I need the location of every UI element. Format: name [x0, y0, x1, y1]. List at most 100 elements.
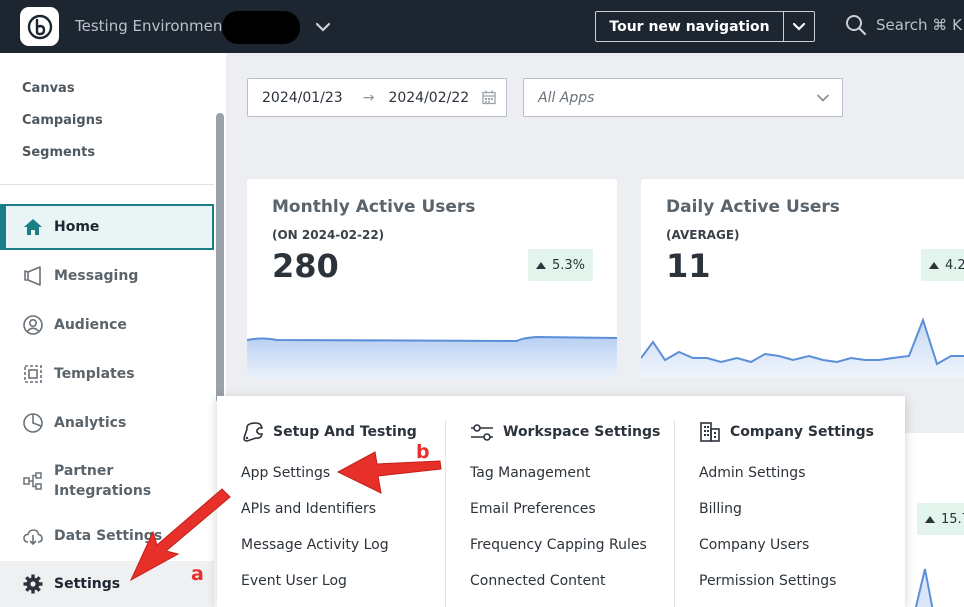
search-label: Search ⌘ K — [876, 16, 962, 34]
dau-sparkline — [641, 316, 964, 378]
cloud-icon — [22, 525, 44, 547]
chevron-down-icon[interactable] — [313, 17, 333, 37]
sidebar-divider — [0, 184, 214, 185]
email-preferences-link[interactable]: Email Preferences — [470, 501, 596, 517]
search-button[interactable]: Search ⌘ K — [845, 14, 962, 36]
column-divider — [445, 420, 446, 607]
sidebar-link-segments[interactable]: Segments — [22, 145, 96, 160]
arrow-right-icon: → — [362, 89, 375, 106]
search-icon — [846, 15, 867, 36]
trend-up-icon — [929, 261, 939, 269]
date-range-picker[interactable]: 2024/01/23 → 2024/02/22 — [247, 78, 507, 117]
sidebar-item-data-settings[interactable]: Data Settings — [0, 513, 214, 559]
sliders-icon — [470, 421, 494, 443]
brand-logo[interactable] — [20, 7, 59, 46]
sidebar-item-label: Audience — [54, 317, 127, 333]
annotation-label-a: a — [191, 563, 204, 585]
home-icon — [22, 216, 44, 238]
card-subtitle: (ON 2024-02-22) — [272, 228, 385, 242]
sidebar-link-campaigns[interactable]: Campaigns — [22, 113, 103, 128]
megaphone-icon — [22, 265, 44, 287]
wrench-icon — [242, 421, 264, 443]
admin-settings-link[interactable]: Admin Settings — [699, 465, 806, 481]
card-subtitle: (AVERAGE) — [666, 228, 740, 242]
setup-and-testing-heading: Setup And Testing — [242, 421, 417, 443]
trend-up-icon — [536, 261, 546, 269]
sidebar-link-canvas[interactable]: Canvas — [22, 81, 75, 96]
app-settings-link[interactable]: App Settings — [241, 465, 331, 481]
redacted-name — [222, 11, 300, 44]
change-value: 15.7 — [941, 511, 964, 527]
sidebar-item-label: Data Settings — [54, 528, 163, 544]
column-heading: Company Settings — [730, 424, 874, 440]
daily-active-users-card: Daily Active Users (AVERAGE) 11 4.2 — [641, 179, 964, 378]
gear-icon — [22, 573, 44, 595]
column-heading: Setup And Testing — [273, 424, 417, 440]
sidebar-item-audience[interactable]: Audience — [0, 302, 214, 348]
tour-navigation-control: Tour new navigation — [595, 11, 815, 42]
apps-select-value: All Apps — [538, 89, 595, 106]
sidebar: Canvas Campaigns Segments Home Messaging… — [0, 53, 226, 607]
metric-card: 15.7 — [905, 433, 964, 607]
user-circle-icon — [22, 314, 44, 336]
mau-sparkline — [247, 335, 617, 378]
monthly-active-users-card: Monthly Active Users (ON 2024-02-22) 280… — [247, 179, 617, 378]
building-icon — [699, 421, 721, 443]
chevron-down-icon — [792, 22, 806, 31]
metric-sparkline — [914, 568, 934, 607]
sidebar-item-label: Messaging — [54, 268, 139, 284]
apps-select[interactable]: All Apps — [523, 78, 843, 117]
card-value: 11 — [666, 247, 711, 285]
sidebar-item-analytics[interactable]: Analytics — [0, 400, 214, 446]
tag-management-link[interactable]: Tag Management — [470, 465, 591, 481]
column-heading: Workspace Settings — [503, 424, 661, 440]
chevron-down-icon — [817, 94, 829, 102]
sidebar-item-label: Settings — [54, 576, 121, 592]
calendar-icon — [482, 90, 496, 105]
start-date: 2024/01/23 — [262, 89, 343, 106]
card-title: Monthly Active Users — [272, 197, 476, 217]
sidebar-item-label-line1: Partner — [54, 463, 114, 479]
sidebar-item-label: Templates — [54, 366, 135, 382]
sidebar-item-label: Partner Integrations — [54, 461, 151, 501]
top-bar: Testing Environment - Tour new navigatio… — [0, 0, 964, 53]
message-activity-log-link[interactable]: Message Activity Log — [241, 537, 389, 553]
permission-settings-link[interactable]: Permission Settings — [699, 573, 837, 589]
annotation-label-b: b — [416, 441, 430, 463]
sidebar-scrollbar[interactable] — [216, 113, 224, 403]
change-badge: 5.3% — [528, 249, 594, 281]
change-badge: 15.7 — [917, 503, 964, 535]
company-users-link[interactable]: Company Users — [699, 537, 810, 553]
sidebar-item-label-line2: Integrations — [54, 483, 152, 499]
card-title: Daily Active Users — [666, 197, 840, 217]
sidebar-item-settings[interactable]: Settings — [0, 561, 214, 607]
template-icon — [22, 363, 44, 385]
sidebar-item-label: Analytics — [54, 415, 127, 431]
sidebar-item-partner-integrations[interactable]: Partner Integrations — [0, 458, 214, 504]
change-badge: 4.2 — [921, 249, 964, 281]
trend-up-icon — [925, 515, 935, 523]
tour-dropdown-button[interactable] — [784, 12, 814, 41]
sidebar-item-home[interactable]: Home — [0, 204, 214, 250]
integration-icon — [22, 470, 44, 492]
event-user-log-link[interactable]: Event User Log — [241, 573, 347, 589]
sidebar-item-templates[interactable]: Templates — [0, 351, 214, 397]
change-value: 5.3% — [552, 257, 586, 273]
column-divider — [674, 420, 675, 607]
sidebar-item-messaging[interactable]: Messaging — [0, 253, 214, 299]
card-value: 280 — [272, 247, 339, 285]
logo-icon — [27, 14, 52, 39]
billing-link[interactable]: Billing — [699, 501, 742, 517]
workspace-settings-heading: Workspace Settings — [470, 421, 660, 443]
company-settings-heading: Company Settings — [699, 421, 874, 443]
environment-label[interactable]: Testing Environment - — [75, 17, 239, 35]
frequency-capping-rules-link[interactable]: Frequency Capping Rules — [470, 537, 647, 553]
tour-new-navigation-button[interactable]: Tour new navigation — [596, 12, 784, 41]
apis-and-identifiers-link[interactable]: APIs and Identifiers — [241, 501, 377, 517]
connected-content-link[interactable]: Connected Content — [470, 573, 606, 589]
pie-chart-icon — [22, 412, 44, 434]
change-value: 4.2 — [945, 257, 964, 273]
settings-menu: Setup And Testing App Settings APIs and … — [217, 396, 905, 607]
sidebar-item-label: Home — [54, 219, 100, 235]
end-date: 2024/02/22 — [388, 89, 470, 106]
